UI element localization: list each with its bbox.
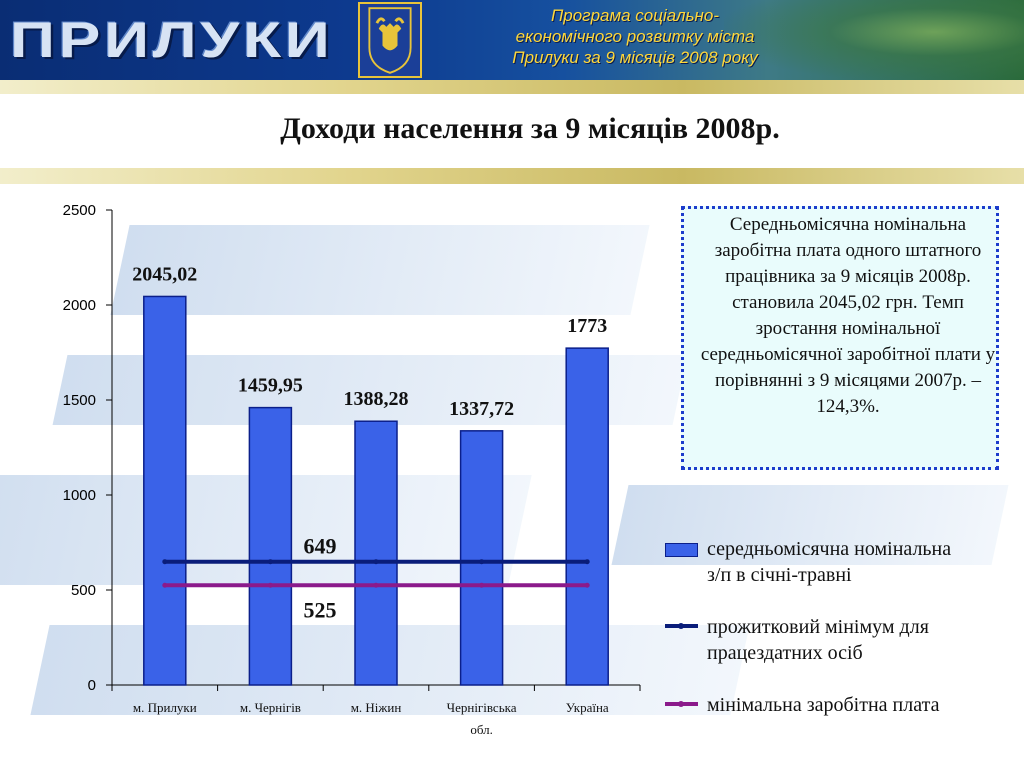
info-box-text: Середньомісячна номінальна заробітна пла… — [700, 214, 996, 417]
y-tick-label: 0 — [88, 677, 96, 694]
x-tick-label: Чернігівська — [447, 700, 517, 715]
program-title-line: Прилуки за 9 місяців 2008 року — [512, 48, 758, 67]
legend-bar-label: середньомісячна номінальна з/п в січні-т… — [707, 538, 952, 586]
program-title-line: Програма соціально- — [550, 6, 720, 25]
legend-minimum-wage-label: мінімальна заробітна плата — [707, 694, 940, 716]
living-minimum-line-marker — [584, 559, 590, 565]
europe-map-image — [724, 0, 1024, 80]
y-tick-label: 1000 — [63, 487, 96, 504]
living-minimum-line-marker — [267, 559, 273, 565]
program-title-line: економічного розвитку міста — [515, 27, 755, 46]
info-box — [681, 206, 999, 470]
chart-reference-lines — [162, 559, 590, 588]
x-tick-label: обл. — [470, 722, 493, 737]
legend-living-minimum-label: прожитковий мінімум для працездатних осі… — [707, 616, 929, 664]
y-tick-label: 2000 — [63, 297, 96, 314]
bar-value-label: 1337,72 — [449, 398, 514, 420]
y-tick-label: 500 — [71, 582, 96, 599]
bar-value-label: 1388,28 — [344, 388, 409, 410]
bar — [354, 420, 398, 686]
bar — [565, 347, 609, 686]
title-gold-stripe — [0, 168, 1024, 184]
city-name: ПРИЛУКИ — [10, 12, 334, 68]
living-minimum-line-marker — [373, 559, 379, 565]
minimum-wage-line-marker — [373, 582, 379, 588]
page-title: Доходи населення за 9 місяців 2008р. — [280, 112, 780, 145]
living-minimum-line-marker — [479, 559, 485, 565]
program-title: Програма соціально- економічного розвитк… — [440, 5, 830, 75]
minimum-wage-line-marker — [584, 582, 590, 588]
x-tick-label: м. Ніжин — [351, 700, 402, 715]
minimum-wage-line-marker — [162, 582, 168, 588]
living-minimum-line-marker — [162, 559, 168, 565]
city-crest-icon — [358, 2, 422, 78]
bar — [248, 406, 293, 686]
x-tick-label: м. Прилуки — [133, 700, 197, 715]
y-tick-label: 1500 — [63, 392, 96, 409]
bar-value-label: 1459,95 — [238, 375, 303, 397]
chart-bars — [143, 295, 609, 686]
bar — [143, 295, 187, 686]
living-minimum-line-label: 649 — [304, 534, 337, 559]
x-tick-label: м. Чернігів — [240, 700, 301, 715]
header-banner: ПРИЛУКИ Програма соціально- економічного… — [0, 0, 1024, 80]
bar-value-label: 2045,02 — [132, 263, 197, 285]
legend-minimum-wage-swatch — [665, 701, 698, 707]
minimum-wage-line-label: 525 — [304, 597, 337, 622]
y-tick-label: 2500 — [63, 202, 96, 219]
legend-bar-swatch — [665, 543, 698, 557]
minimum-wage-line-marker — [479, 582, 485, 588]
legend-living-minimum-swatch — [665, 623, 698, 629]
bar-value-label: 1773 — [567, 315, 607, 337]
x-tick-label: Україна — [566, 700, 609, 715]
header-gold-stripe — [0, 80, 1024, 94]
bar — [459, 430, 504, 686]
minimum-wage-line-marker — [267, 582, 273, 588]
chart-labels: 2045,02 м. Прилуки 1459,95 м. Чернігів 1388,… — [132, 263, 609, 737]
